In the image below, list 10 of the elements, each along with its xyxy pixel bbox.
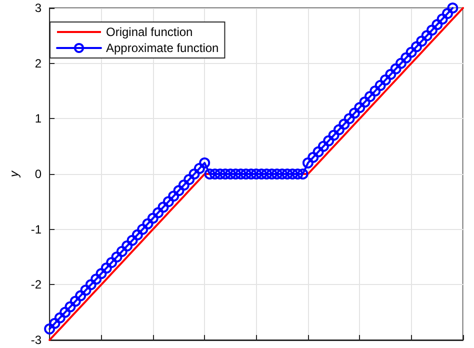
y-tick-label: -1 [30, 222, 42, 236]
y-tick-label: -2 [30, 278, 42, 292]
y-tick-label: -3 [30, 333, 42, 347]
legend-label: Approximate function [106, 41, 219, 55]
y-tick-label: 0 [34, 167, 42, 181]
y-tick-label: 3 [34, 1, 42, 15]
legend-label: Original function [106, 25, 193, 39]
y-tick-label: 1 [34, 112, 42, 126]
y-axis-title: y [7, 170, 21, 178]
y-tick-label: 2 [34, 56, 42, 70]
